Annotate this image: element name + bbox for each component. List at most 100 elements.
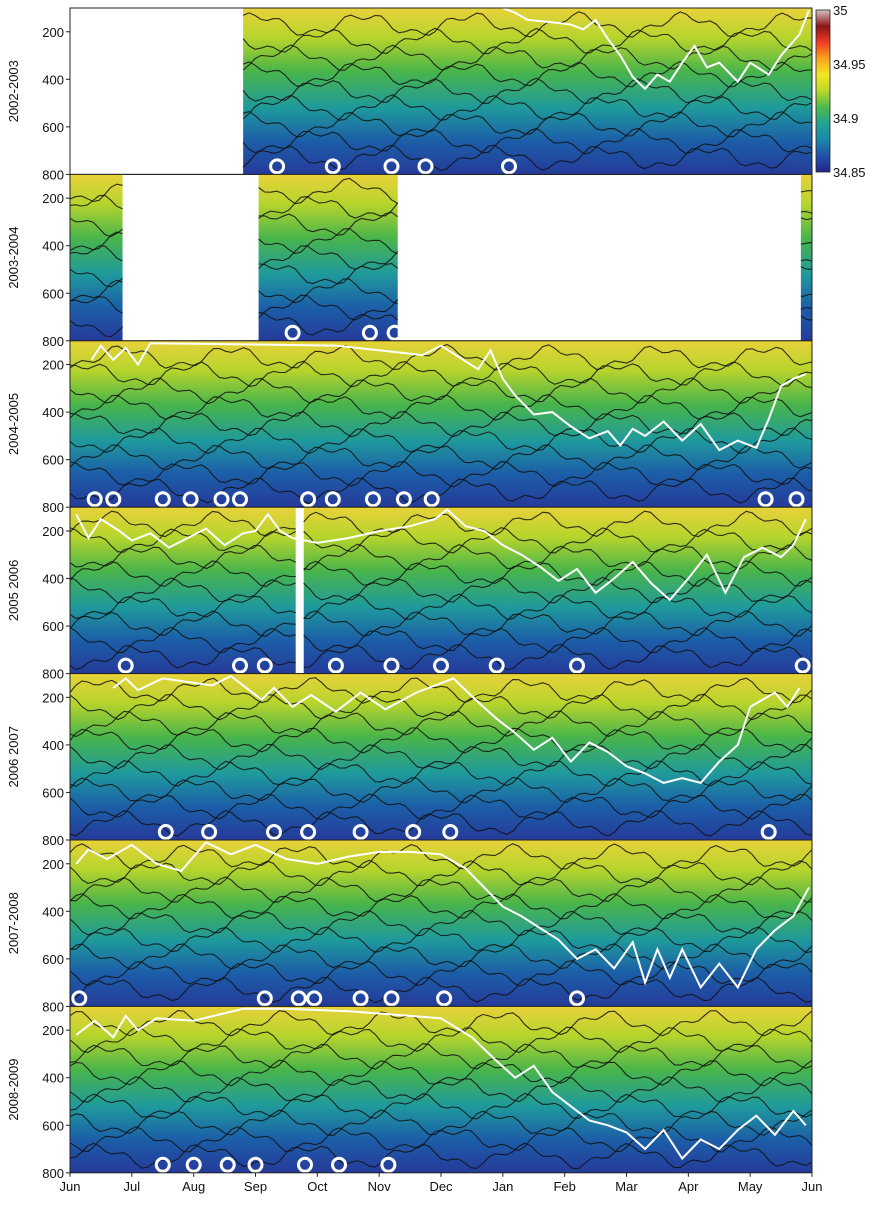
- y-tick-label: 200: [42, 690, 64, 705]
- heatmap-area: [800, 174, 812, 341]
- y-tick-label: 400: [42, 738, 64, 753]
- contour-line: [69, 727, 813, 754]
- event-circle: [324, 491, 341, 508]
- contour-line: [69, 544, 296, 570]
- contour-line: [69, 943, 813, 971]
- event-circle: [284, 324, 301, 341]
- panel-year-label: 2007-2008: [6, 892, 21, 954]
- contour-line: [69, 560, 296, 588]
- event-circle: [71, 990, 88, 1007]
- contour-line: [258, 211, 399, 236]
- event-circle: [383, 657, 400, 674]
- y-tick-label: 400: [42, 239, 64, 254]
- event-circle: [405, 824, 422, 840]
- event-circle: [436, 990, 453, 1007]
- contour-line: [69, 319, 123, 338]
- y-tick-label: 200: [42, 1023, 64, 1038]
- contour-line: [69, 394, 813, 421]
- x-tick-label: May: [738, 1179, 763, 1194]
- contour-line: [69, 1076, 813, 1103]
- contour-line: [69, 279, 123, 302]
- contour-line: [69, 1059, 813, 1087]
- contour-line: [69, 510, 296, 538]
- y-tick-label: 800: [42, 167, 64, 182]
- y-tick-label: 400: [42, 405, 64, 420]
- contour-line: [69, 268, 123, 288]
- heatmap-area: [70, 1006, 812, 1173]
- y-tick-label: 600: [42, 453, 64, 468]
- event-circle: [86, 491, 103, 508]
- contour-line: [303, 576, 813, 604]
- contour-line: [69, 926, 813, 954]
- contour-line: [69, 377, 813, 405]
- y-tick-label: 800: [42, 334, 64, 349]
- event-circle: [352, 824, 369, 840]
- contour-line: [69, 809, 813, 837]
- contour-line: [69, 231, 123, 251]
- contour-line: [303, 560, 813, 587]
- event-circle: [247, 1156, 264, 1173]
- y-tick-label: 600: [42, 120, 64, 135]
- event-circle: [433, 657, 449, 674]
- heatmap-area: [70, 174, 123, 341]
- panel-2005-2006: 200 400 600 800 2005 2006: [6, 506, 813, 682]
- event-circle: [232, 657, 248, 674]
- event-circle: [395, 491, 412, 508]
- x-tick-label: Oct: [307, 1179, 328, 1194]
- contour-line: [258, 294, 399, 321]
- colorbar-tick-label: 34.85: [833, 165, 866, 180]
- event-circle: [569, 990, 585, 1007]
- contour-line: [242, 127, 813, 155]
- y-tick-label: 800: [42, 667, 64, 682]
- event-circle: [219, 1156, 236, 1173]
- contour-line: [242, 94, 813, 121]
- contour-line: [258, 177, 398, 205]
- event-circle: [297, 1156, 313, 1173]
- y-tick-label: 400: [42, 904, 64, 919]
- contour-line: [69, 693, 813, 721]
- event-circle: [300, 491, 317, 508]
- event-circle: [266, 824, 282, 840]
- contour-line: [303, 527, 813, 554]
- month-axis: Jun Jul Aug Sep Oct Nov Dec Jan Feb Mar Apr May Jun: [60, 1172, 823, 1194]
- contour-line: [800, 190, 813, 193]
- contour-line: [69, 410, 813, 438]
- contour-line: [303, 610, 813, 637]
- heatmap-area: [258, 174, 398, 341]
- contour-line: [69, 217, 123, 238]
- contour-line: [69, 892, 813, 920]
- contour-line: [800, 242, 813, 245]
- event-circle: [488, 657, 505, 674]
- event-circle: [154, 491, 171, 508]
- x-tick-label: Sep: [244, 1179, 267, 1194]
- contour-line: [800, 217, 813, 221]
- contour-line: [69, 710, 813, 738]
- event-circle: [361, 324, 378, 341]
- event-circle: [417, 158, 434, 175]
- contour-line: [242, 11, 813, 38]
- event-circle: [117, 657, 134, 674]
- contour-line: [258, 227, 398, 255]
- panel-year-label: 2002-2003: [6, 60, 21, 122]
- event-circle: [201, 824, 218, 840]
- y-tick-label: 200: [42, 524, 64, 539]
- contour-line: [69, 843, 813, 870]
- heatmap-area: [70, 840, 812, 1007]
- y-tick-label: 600: [42, 1118, 64, 1133]
- x-tick-label: Jun: [802, 1179, 823, 1194]
- event-circle: [105, 491, 122, 508]
- contour-line: [69, 909, 813, 937]
- contour-line: [258, 278, 398, 305]
- contour-line: [69, 776, 813, 804]
- y-tick-label: 600: [42, 785, 64, 800]
- contour-line: [800, 307, 813, 310]
- panel-2004-2005: 200 400 600 800 2004-2005: [6, 340, 813, 515]
- event-circle: [442, 824, 459, 840]
- y-tick-label: 200: [42, 191, 64, 206]
- colorbar-tick-label: 34.9: [833, 111, 858, 126]
- y-tick-label: 400: [42, 1071, 64, 1086]
- contour-line: [800, 266, 813, 270]
- event-circle: [365, 491, 381, 508]
- panel-frame: [69, 173, 813, 342]
